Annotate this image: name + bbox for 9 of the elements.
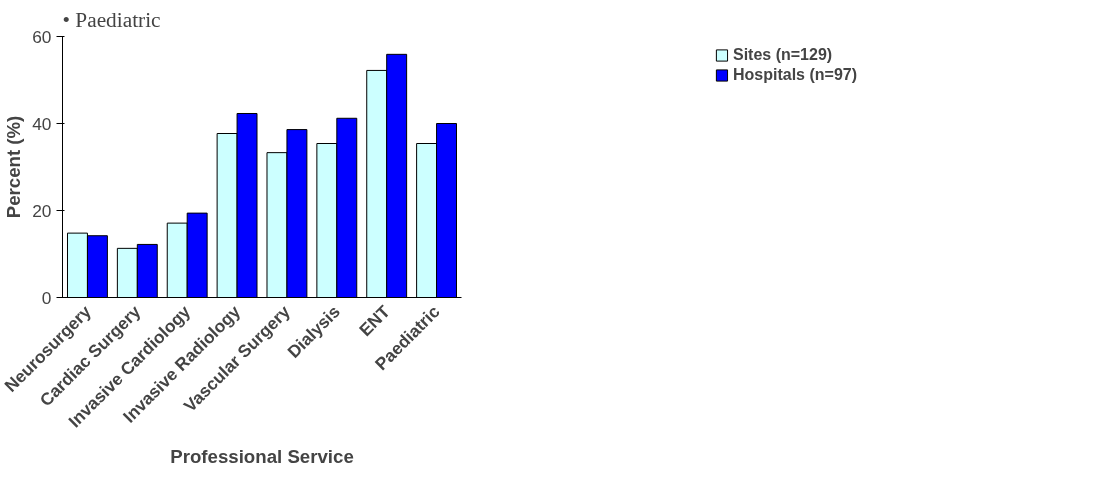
y-axis-title: Percent (%) <box>3 115 25 219</box>
text: • Paediatric <box>62 7 161 32</box>
legend-label: Hospitals (n=97) <box>732 66 858 84</box>
x-axis-title: Professional Service <box>170 446 354 468</box>
y-tick-label: 40 <box>32 113 52 134</box>
legend-label: Sites (n=129) <box>732 46 833 64</box>
y-tick-label: 0 <box>41 287 52 308</box>
y-tick-label: 20 <box>32 200 52 221</box>
y-tick-label: 60 <box>32 26 52 47</box>
